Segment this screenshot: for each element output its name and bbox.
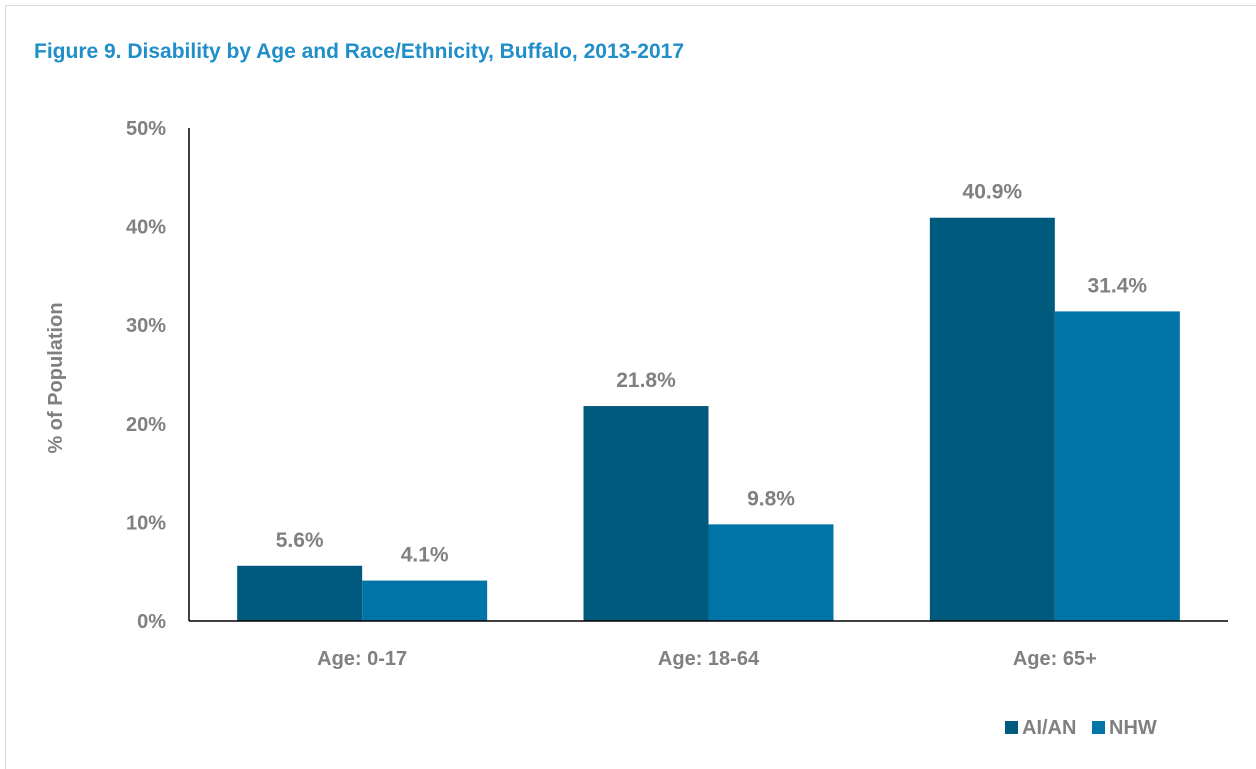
data-label: 4.1% <box>401 544 449 567</box>
data-label: 21.8% <box>616 369 676 392</box>
bar-nhw-1 <box>708 524 834 621</box>
x-tick-label: Age: 65+ <box>1013 648 1097 670</box>
data-label: 40.9% <box>963 181 1023 204</box>
data-label: 31.4% <box>1088 274 1148 297</box>
legend-swatch <box>1092 721 1105 734</box>
chart-title: Figure 9. Disability by Age and Race/Eth… <box>34 40 685 63</box>
bar-ai-an-1 <box>583 406 709 621</box>
legend-label: AI/AN <box>1022 717 1076 739</box>
bar-nhw-2 <box>1054 311 1180 621</box>
bar-nhw-0 <box>362 580 488 621</box>
y-tick-label: 20% <box>126 414 166 436</box>
x-tick-label: Age: 0-17 <box>317 648 407 670</box>
y-axis-label: % of Population <box>45 302 67 453</box>
data-label: 9.8% <box>747 487 795 510</box>
y-tick-label: 30% <box>126 315 166 337</box>
x-tick-label: Age: 18-64 <box>658 648 760 670</box>
y-tick-label: 10% <box>126 512 166 534</box>
legend: AI/AN NHW <box>1005 717 1157 739</box>
bars <box>237 217 1180 621</box>
x-axis-ticks: Age: 0-17 Age: 18-64 Age: 65+ <box>317 648 1097 670</box>
legend-label: NHW <box>1109 717 1157 739</box>
y-axis-ticks: 0% 10% 20% 30% 40% 50% <box>126 118 166 633</box>
data-labels: 5.6% 4.1% 21.8% 9.8% 40.9% 31.4% <box>276 181 1148 567</box>
chart-frame <box>5 5 1256 769</box>
legend-swatch <box>1005 721 1018 734</box>
y-tick-label: 0% <box>137 611 166 633</box>
y-tick-label: 40% <box>126 217 166 239</box>
data-label: 5.6% <box>276 529 324 552</box>
bar-ai-an-0 <box>237 565 363 621</box>
y-tick-label: 50% <box>126 118 166 140</box>
bar-ai-an-2 <box>929 217 1055 621</box>
